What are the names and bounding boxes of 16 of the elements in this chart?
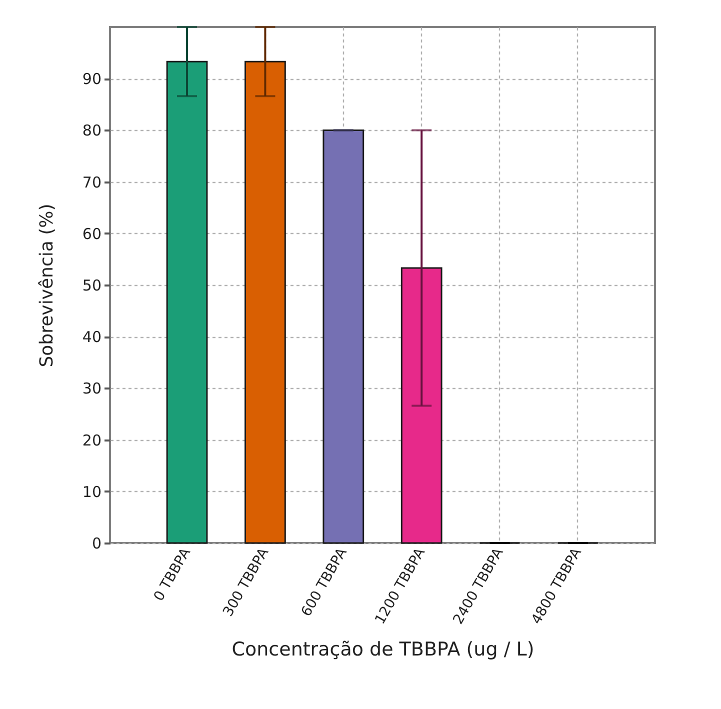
x-axis-title: Concentração de TBBPA (ug / L) [232,638,534,661]
bar [322,129,364,544]
bar [400,267,442,544]
y-tick-label: 20 [82,431,102,450]
y-tick-label: 0 [92,534,102,552]
y-tick-label: 60 [82,224,102,243]
y-axis-title: Sobrevivência (%) [36,204,58,368]
y-tick-label: 40 [82,328,102,346]
bar [166,60,208,544]
y-tick-label: 90 [82,70,102,88]
y-tick-label: 30 [82,380,102,398]
y-tick-label: 80 [82,122,102,140]
y-tick-label: 10 [82,482,102,501]
y-tick-label: 70 [82,173,102,192]
y-tick-label: 50 [82,276,102,294]
bar [244,60,286,544]
